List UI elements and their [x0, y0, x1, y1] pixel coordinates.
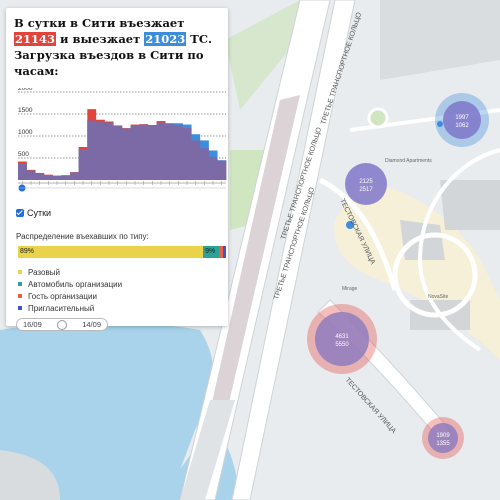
y-tick-label: 500: [18, 151, 29, 158]
distribution-segment: 9%: [203, 246, 219, 258]
traffic-cluster[interactable]: 4631 5550: [307, 304, 377, 374]
legend-swatch: [18, 282, 22, 286]
chart-bar: [78, 149, 88, 180]
cluster-in-count: 1997: [455, 115, 469, 121]
hourly-chart: 500 1000 1500 2000: [18, 88, 227, 192]
chart-bar: [44, 175, 53, 180]
place-label: Diamond Apartments: [385, 158, 432, 164]
legend-item: Пригласительный: [18, 302, 122, 314]
legend-swatch: [18, 270, 22, 274]
checkbox-label: Сутки: [27, 208, 52, 218]
ring-street: [392, 232, 478, 318]
legend-label: Пригласительный: [28, 303, 95, 313]
cluster-out-count: 1355: [436, 441, 450, 447]
headline-text: и выезжает: [56, 32, 145, 46]
legend-item: Гость организации: [18, 290, 122, 302]
headline-text: ТС.: [186, 32, 212, 46]
chart-bar: [113, 125, 123, 180]
distribution-segment: [222, 246, 226, 258]
y-tick-label: 2000: [18, 88, 33, 92]
legend-label: Разовый: [28, 267, 60, 277]
third-ring-road-2: [231, 0, 356, 500]
chart-bar: [208, 157, 218, 180]
cluster-out-count: 1062: [455, 123, 469, 129]
panel-subtitle: Загрузка въездов в Сити по часам:: [14, 48, 204, 78]
place-label: Mirage: [342, 286, 358, 292]
cluster-out-count: 2517: [359, 187, 373, 193]
traffic-cluster[interactable]: 1997 1062: [435, 93, 489, 147]
legend-item: Автомобиль организации: [18, 278, 122, 290]
info-panel: В сутки в Сити въезжает 21143 и выезжает…: [6, 8, 228, 331]
cluster-in-count: 1909: [436, 433, 450, 439]
bank-block: [0, 450, 60, 500]
type-legend: Разовый Автомобиль организации Гость орган…: [18, 266, 122, 314]
legend-swatch: [18, 306, 22, 310]
date-left: 16/09: [23, 320, 42, 329]
chart-bar: [156, 122, 166, 180]
traffic-cluster[interactable]: 1909 1355: [422, 417, 464, 459]
distribution-segment: [218, 246, 223, 258]
y-tick-label: 1000: [18, 129, 33, 136]
legend-swatch: [18, 294, 22, 298]
distribution-bar: 89% 9%: [18, 246, 226, 258]
chart-bar: [165, 124, 175, 180]
chart-bar: [18, 163, 27, 180]
day-checkbox[interactable]: Сутки: [16, 208, 51, 218]
chart-bar: [104, 122, 114, 180]
transit-marker-2[interactable]: [437, 121, 443, 127]
chart-bar: [148, 125, 157, 180]
checkbox-checked-icon[interactable]: [16, 209, 24, 217]
bridge: [180, 400, 235, 500]
chart-bar: [87, 120, 97, 180]
river: [0, 321, 214, 500]
traffic-cluster[interactable]: 2125 2517: [345, 163, 387, 205]
chart-bar: [26, 170, 36, 180]
cluster-in-count: 2125: [359, 179, 373, 185]
legend-label: Гость организации: [28, 291, 97, 301]
headline-text: В сутки в Сити въезжает: [14, 16, 185, 30]
chart-bar: [139, 124, 149, 180]
chart-bar: [35, 173, 45, 180]
chart-bar: [122, 128, 131, 180]
transit-marker[interactable]: [346, 221, 354, 229]
chart-bar: [174, 125, 183, 180]
access-road: [318, 177, 398, 291]
curved-street: [417, 148, 500, 352]
chart-bar: [52, 176, 62, 180]
cluster-out-count: 5550: [335, 342, 349, 348]
panel-headline: В сутки в Сити въезжает 21143 и выезжает…: [14, 15, 224, 79]
date-toggle[interactable]: 16/09 14/09: [16, 318, 108, 331]
chart-bar: [61, 175, 71, 180]
y-tick-label: 1500: [18, 107, 33, 114]
exiting-count: 21023: [144, 32, 187, 46]
legend-item: Разовый: [18, 266, 122, 278]
entering-count: 21143: [14, 32, 57, 46]
roundabout: [367, 107, 389, 129]
chart-bar: [217, 160, 227, 180]
chart-bar: [96, 122, 105, 180]
chart-bar: [130, 125, 140, 180]
cluster-in-count: 4631: [335, 334, 349, 340]
chart-bar: [200, 148, 209, 180]
building-block: [380, 0, 500, 80]
distribution-title: Распределение въехавших по типу:: [16, 232, 149, 241]
place-label: NovaSite: [428, 294, 449, 300]
chart-bar: [70, 172, 79, 180]
rail-tracks: [208, 95, 300, 420]
chart-bar: [182, 128, 192, 180]
toggle-knob[interactable]: [57, 319, 67, 330]
building-block-2: [440, 180, 500, 230]
legend-label: Автомобиль организации: [28, 279, 123, 289]
chart-bar: [191, 140, 201, 180]
date-right: 14/09: [82, 320, 101, 329]
distribution-segment: 89%: [18, 246, 204, 258]
